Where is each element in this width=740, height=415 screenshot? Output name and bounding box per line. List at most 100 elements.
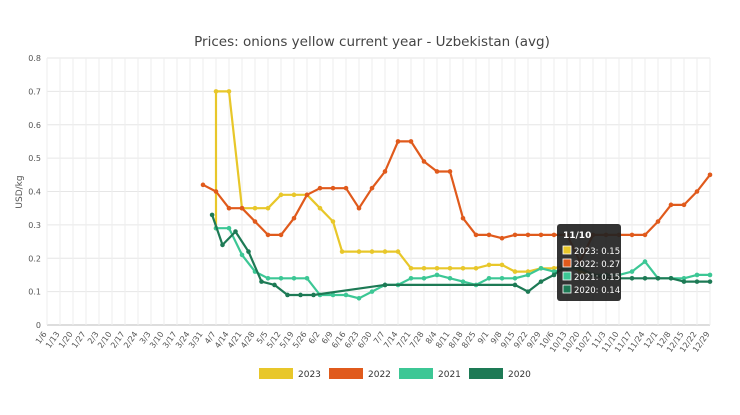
data-point-2022 [512, 232, 518, 238]
data-point-2023 [252, 205, 258, 211]
data-point-2022 [356, 205, 362, 211]
tooltip-line: 2021: 0.15 [574, 273, 620, 283]
x-tick-label: 6/2 [307, 330, 322, 346]
x-tick-label: 4/28 [239, 330, 257, 350]
data-point-2022 [291, 215, 297, 221]
data-point-2022 [551, 232, 557, 238]
data-point-2023 [486, 262, 492, 268]
data-point-2022 [707, 172, 713, 178]
data-point-2022 [213, 189, 219, 194]
data-point-2023 [499, 262, 505, 268]
legend-swatch-2022 [329, 368, 363, 379]
data-point-2023 [434, 265, 440, 271]
data-point-2020 [538, 279, 544, 284]
data-point-2022 [681, 202, 687, 208]
data-point-2023 [447, 265, 453, 271]
data-point-2022 [330, 185, 336, 191]
data-point-2020 [707, 279, 713, 284]
x-tick-label: 5/26 [291, 330, 309, 350]
legend-label-2022: 2022 [368, 370, 391, 380]
data-point-2020 [246, 249, 251, 254]
data-point-2020 [209, 212, 215, 218]
data-point-2021 [512, 275, 518, 281]
y-tick-label: 0.4 [28, 188, 41, 197]
data-point-2021 [343, 292, 349, 298]
tooltip-swatch [562, 271, 572, 281]
data-point-2022 [382, 169, 388, 174]
data-point-2022 [629, 232, 635, 238]
data-point-2021 [408, 275, 414, 281]
data-point-2022 [369, 185, 375, 191]
data-point-2020 [311, 292, 316, 298]
y-tick-label: 0.2 [28, 254, 41, 263]
data-point-2022 [317, 185, 323, 191]
data-point-2023 [339, 249, 345, 254]
data-point-2021 [369, 289, 375, 294]
x-tick-label: 6/30 [356, 330, 374, 350]
x-tick-label: 3/31 [187, 330, 205, 350]
tooltip-line: 2023: 0.15 [574, 247, 620, 257]
data-point-2022 [239, 205, 245, 211]
tooltip-line: 2022: 0.27 [574, 260, 620, 270]
data-point-2023 [408, 265, 414, 271]
data-point-2020 [694, 279, 700, 284]
data-point-2023 [278, 192, 284, 198]
data-point-2021 [304, 275, 310, 281]
tooltip-box [557, 224, 621, 301]
data-point-2023 [460, 265, 466, 271]
data-point-2022 [460, 215, 466, 221]
data-point-2021 [265, 275, 271, 281]
data-point-2020 [259, 279, 264, 284]
data-point-2023 [356, 249, 362, 254]
data-point-2022 [642, 232, 648, 238]
y-tick-label: 0.8 [28, 54, 41, 63]
legend-swatch-2021 [399, 368, 433, 379]
data-point-2023 [265, 205, 271, 211]
data-point-2023 [226, 89, 232, 94]
y-tick-label: 0.6 [28, 121, 41, 130]
legend-swatch-2020 [469, 368, 503, 379]
tooltip-title: 11/10 [563, 231, 591, 241]
data-point-2023 [551, 265, 557, 271]
data-point-2021 [538, 265, 544, 271]
data-point-2021 [681, 275, 687, 281]
data-point-2021 [629, 269, 635, 274]
data-point-2021 [499, 275, 505, 281]
data-point-2022 [226, 205, 232, 211]
data-point-2021 [356, 296, 362, 301]
x-axis-ticks: 1/61/131/201/272/32/102/172/243/33/103/1… [34, 330, 712, 354]
data-point-2021 [460, 279, 466, 284]
data-point-2023 [369, 249, 375, 254]
data-point-2022 [265, 232, 271, 238]
data-point-2021 [330, 292, 336, 298]
y-axis-ticks: 0 0.1 0.2 0.3 0.4 0.5 0.6 0.7 0.8 [28, 54, 41, 330]
data-point-2020 [285, 292, 290, 298]
data-point-2022 [343, 185, 349, 191]
data-point-2023 [291, 192, 297, 198]
y-tick-label: 0.7 [28, 87, 41, 96]
data-point-2020 [629, 275, 635, 281]
y-tick-label: 0.1 [28, 288, 41, 297]
legend-swatch-2023 [259, 368, 293, 379]
legend-label-2021: 2021 [438, 370, 461, 380]
data-point-2023 [512, 269, 518, 274]
data-point-2022 [473, 232, 479, 238]
y-tick-label: 0 [36, 321, 41, 330]
data-point-2020 [382, 282, 388, 288]
data-point-2020 [298, 292, 303, 298]
y-tick-label: 0.3 [28, 221, 41, 230]
data-point-2023 [525, 269, 531, 274]
data-point-2021 [226, 225, 232, 231]
data-point-2022 [304, 192, 310, 198]
y-tick-label: 0.5 [28, 154, 41, 163]
data-point-2020 [642, 275, 648, 281]
data-point-2021 [707, 272, 713, 278]
data-point-2023 [213, 89, 219, 94]
data-point-2021 [434, 272, 440, 278]
legend: 2023 2022 2021 2020 [259, 368, 531, 380]
data-point-2022 [252, 219, 258, 224]
data-point-2022 [486, 232, 492, 238]
data-point-2021 [486, 275, 492, 281]
data-point-2022 [200, 182, 206, 188]
data-point-2022 [499, 235, 505, 241]
